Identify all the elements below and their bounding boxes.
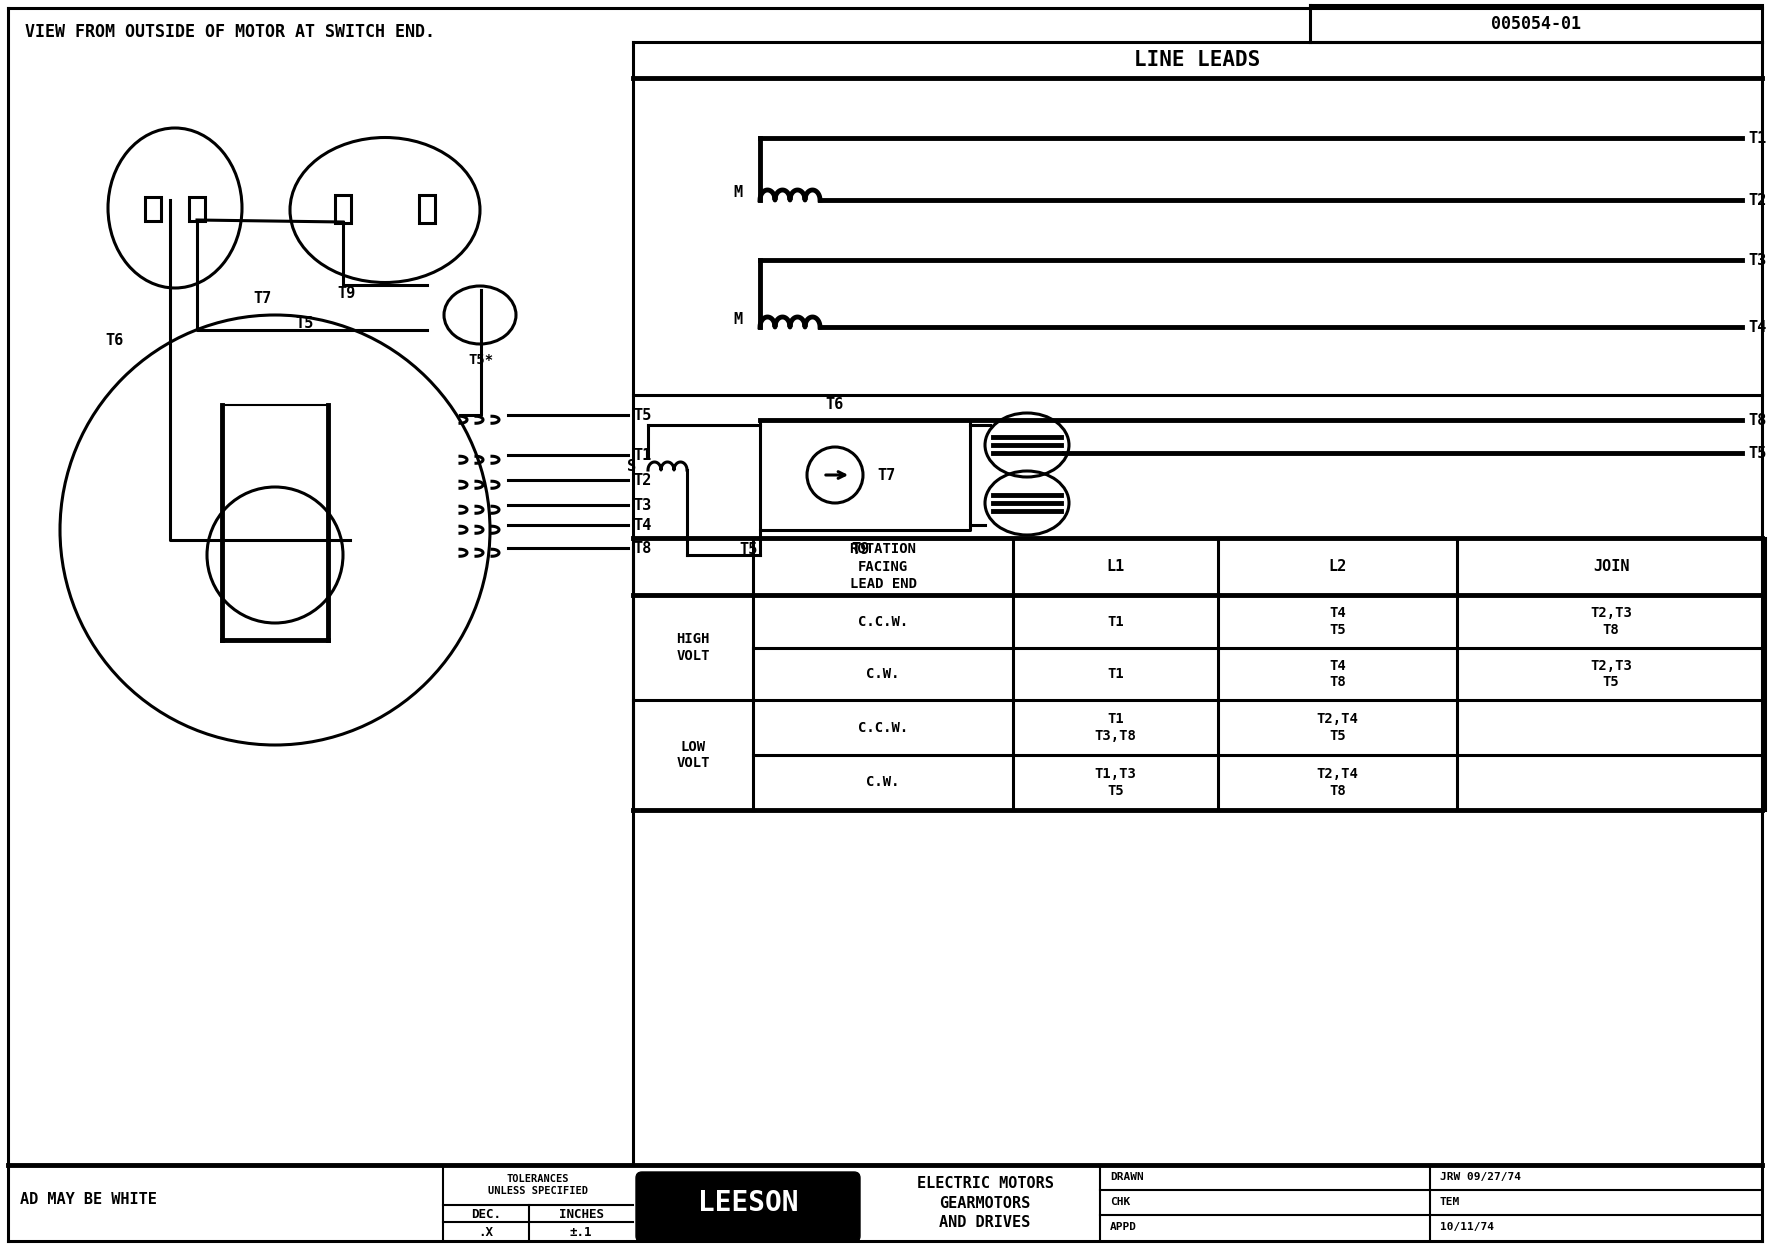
Text: ROTATION
FACING
LEAD END: ROTATION FACING LEAD END <box>850 542 917 591</box>
Text: T1: T1 <box>634 447 651 462</box>
Text: 10/11/74: 10/11/74 <box>1441 1222 1494 1232</box>
Text: VIEW FROM OUTSIDE OF MOTOR AT SWITCH END.: VIEW FROM OUTSIDE OF MOTOR AT SWITCH END… <box>25 22 435 41</box>
Text: T2: T2 <box>1749 192 1766 207</box>
Text: DEC.: DEC. <box>471 1208 501 1220</box>
Text: T2,T3
T5: T2,T3 T5 <box>1589 659 1632 689</box>
Text: LOW
VOLT: LOW VOLT <box>676 739 710 771</box>
Text: T6: T6 <box>827 397 844 412</box>
Text: APPD: APPD <box>1110 1222 1136 1232</box>
Text: T7: T7 <box>253 291 271 306</box>
Text: C.C.W.: C.C.W. <box>858 615 908 628</box>
Text: T1: T1 <box>1749 130 1766 145</box>
Text: M: M <box>733 311 742 326</box>
Text: C.W.: C.W. <box>866 776 899 789</box>
Bar <box>189 197 205 221</box>
Text: T5: T5 <box>634 407 651 422</box>
Text: T1
T3,T8: T1 T3,T8 <box>1094 712 1136 743</box>
Text: T3: T3 <box>1749 252 1766 267</box>
Text: T2,T3
T8: T2,T3 T8 <box>1589 607 1632 637</box>
Text: T4: T4 <box>634 517 651 532</box>
Text: T9: T9 <box>336 286 356 301</box>
Text: T1,T3
T5: T1,T3 T5 <box>1094 767 1136 798</box>
Text: T5: T5 <box>1749 446 1766 461</box>
Text: T2,T4
T5: T2,T4 T5 <box>1317 712 1358 743</box>
Text: 005054-01: 005054-01 <box>1490 15 1581 32</box>
Text: INCHES: INCHES <box>559 1208 604 1220</box>
Text: HIGH
VOLT: HIGH VOLT <box>676 632 710 663</box>
Bar <box>419 195 435 224</box>
Text: TOLERANCES
UNLESS SPECIFIED: TOLERANCES UNLESS SPECIFIED <box>489 1174 588 1195</box>
Text: TEM: TEM <box>1441 1197 1460 1207</box>
Text: JRW 09/27/74: JRW 09/27/74 <box>1441 1172 1520 1182</box>
Text: ELECTRIC MOTORS
GEARMOTORS
AND DRIVES: ELECTRIC MOTORS GEARMOTORS AND DRIVES <box>917 1175 1053 1230</box>
Text: T2: T2 <box>634 472 651 487</box>
Text: LEESON: LEESON <box>697 1189 798 1217</box>
Bar <box>145 197 161 221</box>
Text: C.C.W.: C.C.W. <box>858 721 908 734</box>
Text: T1: T1 <box>1106 667 1124 681</box>
Text: T2,T4
T8: T2,T4 T8 <box>1317 767 1358 798</box>
Text: T4: T4 <box>1749 320 1766 335</box>
Text: T4
T5: T4 T5 <box>1329 607 1345 637</box>
Text: C.W.: C.W. <box>866 667 899 681</box>
FancyBboxPatch shape <box>635 1172 860 1242</box>
Text: T1: T1 <box>1106 615 1124 628</box>
Text: CHK: CHK <box>1110 1197 1131 1207</box>
Text: ±.1: ±.1 <box>570 1227 593 1239</box>
Text: L1: L1 <box>1106 560 1124 575</box>
Text: AD MAY BE WHITE: AD MAY BE WHITE <box>19 1193 158 1208</box>
Text: DRAWN: DRAWN <box>1110 1172 1143 1182</box>
Text: L2: L2 <box>1328 560 1347 575</box>
Bar <box>335 195 350 224</box>
Text: T6: T6 <box>104 332 124 347</box>
Text: T8: T8 <box>1749 412 1766 427</box>
Text: T9: T9 <box>851 542 869 557</box>
Text: T3: T3 <box>634 497 651 512</box>
Text: .X: .X <box>478 1227 494 1239</box>
Text: T5: T5 <box>738 542 758 557</box>
Text: T8: T8 <box>634 541 651 556</box>
Text: S: S <box>627 458 635 473</box>
Text: JOIN: JOIN <box>1593 560 1628 575</box>
Text: M: M <box>733 185 742 200</box>
Text: T5: T5 <box>296 316 313 331</box>
Text: LINE LEADS: LINE LEADS <box>1135 50 1260 70</box>
Text: T5*: T5* <box>467 353 494 367</box>
Text: T4
T8: T4 T8 <box>1329 659 1345 689</box>
Text: T7: T7 <box>876 467 896 482</box>
